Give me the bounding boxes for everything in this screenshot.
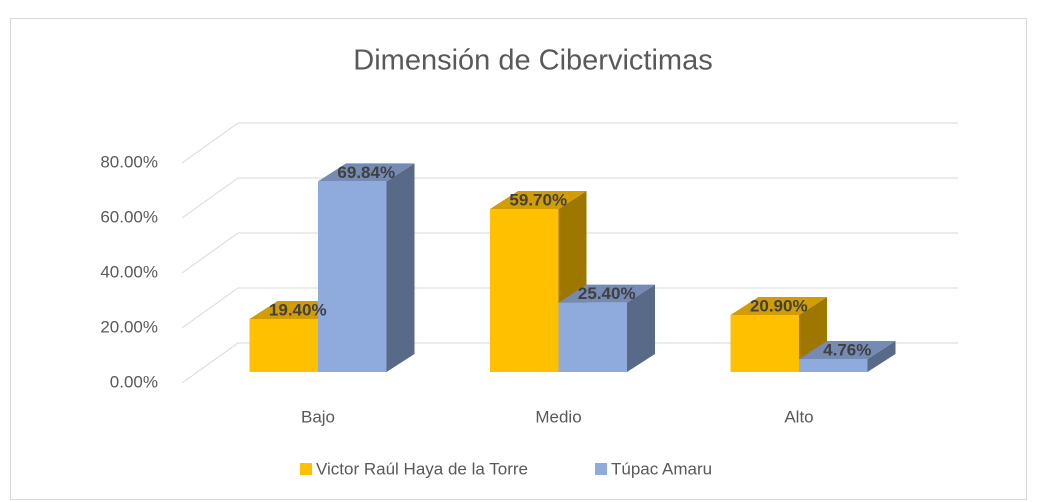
bar-top bbox=[799, 341, 896, 360]
data-label: 25.40% bbox=[578, 284, 636, 303]
grid-line bbox=[181, 342, 958, 384]
x-tick-label: Bajo bbox=[301, 407, 335, 426]
bar bbox=[730, 296, 827, 372]
y-tick-label: 20.00% bbox=[100, 317, 158, 336]
chart-title: Dimensión de Cibervictimas bbox=[353, 45, 712, 77]
data-label: 69.84% bbox=[337, 163, 395, 182]
bar bbox=[799, 341, 896, 372]
legend-swatch bbox=[595, 463, 607, 475]
y-tick-label: 60.00% bbox=[100, 207, 158, 226]
bar-side bbox=[867, 341, 896, 372]
data-label: 59.70% bbox=[509, 191, 567, 210]
y-tick-label: 80.00% bbox=[100, 152, 158, 171]
bar-front bbox=[318, 181, 387, 372]
data-label: 20.90% bbox=[750, 296, 808, 315]
bar bbox=[558, 284, 655, 372]
y-tick-label: 40.00% bbox=[100, 262, 158, 281]
bar-front bbox=[799, 359, 868, 372]
y-tick-label: 0.00% bbox=[110, 372, 158, 391]
bar-side bbox=[386, 163, 415, 372]
bar-front bbox=[249, 319, 318, 372]
legend-swatch bbox=[300, 463, 312, 475]
bar-top bbox=[490, 191, 587, 210]
bar-top bbox=[730, 296, 827, 315]
bar-front bbox=[558, 302, 627, 372]
bar-front bbox=[730, 314, 799, 372]
bar-top bbox=[558, 284, 655, 303]
x-tick-label: Medio bbox=[535, 407, 581, 426]
x-tick-label: Alto bbox=[784, 407, 813, 426]
grid-line bbox=[181, 177, 958, 219]
data-label: 19.40% bbox=[269, 301, 327, 320]
bar-top bbox=[318, 163, 415, 182]
legend-label: Victor Raúl Haya de la Torre bbox=[316, 459, 528, 478]
bar-front bbox=[490, 209, 559, 372]
grid-line bbox=[181, 122, 958, 164]
data-label: 4.76% bbox=[823, 340, 871, 359]
grid-line bbox=[181, 287, 958, 329]
bar-side bbox=[627, 284, 655, 372]
legend-label: Túpac Amaru bbox=[611, 459, 712, 478]
bar bbox=[318, 163, 415, 372]
grid-line bbox=[181, 232, 958, 274]
